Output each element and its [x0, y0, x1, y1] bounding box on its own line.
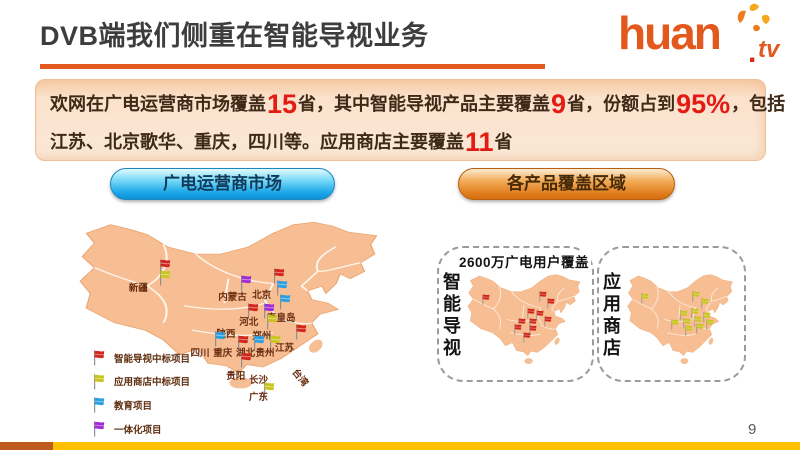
- banner-text: 江苏、北京歌华、重庆，四川等。应用商店主要覆盖: [50, 132, 464, 152]
- map-region-label: 北京: [252, 289, 272, 301]
- smart-guide-coverage-box: 2600万广电用户覆盖 智能导视: [437, 246, 594, 382]
- red-flag-icon: [481, 294, 490, 305]
- yellow-flag-icon: [705, 319, 714, 330]
- app-store-mini-map: [624, 268, 739, 367]
- map-region-label: 河北: [239, 317, 259, 329]
- map-region-label: 长沙: [248, 375, 269, 387]
- map-region-label: 四川: [190, 347, 210, 359]
- yellow-flag-icon: [670, 319, 679, 330]
- map-marker-layer: 新疆内蒙古北京秦皇岛河北陕西郑州江苏四川重庆湖北贵州贵阳长沙广东台湾: [70, 210, 395, 442]
- map-region-label: 秦皇岛: [266, 312, 296, 324]
- banner-text: 省，其中智能导视产品主要覆盖: [298, 94, 551, 114]
- map-region-label: 江苏: [274, 342, 295, 354]
- highlight-number: 9: [551, 89, 567, 119]
- legend-label: 一体化项目: [114, 424, 162, 436]
- highlight-number: 11: [465, 127, 494, 157]
- banner-line-1: 欢网在广电运营商市场覆盖15省，其中智能导视产品主要覆盖9省，份额占到95%，包…: [50, 89, 785, 119]
- summary-banner: 欢网在广电运营商市场覆盖15省，其中智能导视产品主要覆盖9省，份额占到95%，包…: [35, 79, 785, 161]
- red-flag-icon: [92, 350, 105, 366]
- yellow-flag-icon: [700, 298, 709, 309]
- banner-text: 省: [494, 132, 513, 152]
- coverage-caption: 2600万广电用户覆盖: [457, 251, 592, 271]
- legend-label: 智能导视中标项目: [114, 353, 191, 365]
- banner-text: 省，份额占到: [567, 94, 676, 114]
- smart-guide-label: 智能导视: [441, 272, 461, 360]
- mini-map-flags: [624, 268, 739, 367]
- operator-market-map: 新疆内蒙古北京秦皇岛河北陕西郑州江苏四川重庆湖北贵州贵阳长沙广东台湾 智能导视中…: [70, 210, 395, 442]
- red-flag-icon: [543, 316, 552, 327]
- smart-guide-mini-map: [464, 268, 587, 367]
- footer-bar-left: [0, 442, 53, 450]
- legend-item: 教育项目: [92, 397, 190, 413]
- app-store-label: 应用商店: [601, 272, 621, 360]
- logo-tv-suffix: tv: [758, 36, 780, 63]
- map-region-label: 贵阳: [226, 370, 246, 382]
- map-region-label: 陕西: [216, 329, 236, 340]
- map-region-label: 贵州: [255, 347, 275, 359]
- yellow-flag-icon: [640, 293, 649, 304]
- yellow-flag-icon: [92, 374, 105, 390]
- banner-line-2: 江苏、北京歌华、重庆，四川等。应用商店主要覆盖11省: [50, 127, 757, 157]
- legend-label: 应用商店中标项目: [114, 377, 191, 389]
- map-region-label: 新疆: [128, 282, 148, 294]
- yellow-flag-icon: [695, 323, 704, 334]
- blue-flag-icon: [278, 294, 291, 310]
- map-region-label: 内蒙古: [218, 291, 247, 303]
- product-coverage-pill: 各产品覆盖区域: [458, 168, 675, 200]
- mini-map-flags: [464, 268, 587, 367]
- map-legend: 智能导视中标项目 应用商店中标项目 教育项目一体化项目: [92, 350, 190, 436]
- purple-flag-icon: [92, 421, 105, 437]
- operator-market-pill: 广电运营商市场: [110, 168, 335, 200]
- page-title: DVB端我们侧重在智能导视业务: [40, 21, 429, 51]
- map-region-label: 重庆: [213, 347, 233, 359]
- huan-logo: huan . tv: [612, 2, 797, 69]
- map-region-label: 广东: [248, 391, 269, 403]
- red-flag-icon: [522, 332, 531, 343]
- sparkle-icon: [737, 3, 770, 32]
- banner-text: ，包括: [731, 94, 786, 114]
- red-flag-icon: [546, 298, 555, 309]
- footer-bar-right: [53, 442, 800, 450]
- yellow-flag-icon: [684, 325, 693, 336]
- logo-dot: .: [748, 36, 757, 69]
- map-region-label: 台湾: [289, 367, 310, 389]
- logo-wordmark: huan: [618, 7, 722, 59]
- banner-text: 欢网在广电运营商市场覆盖: [50, 94, 266, 114]
- app-store-coverage-box: 应用商店: [597, 246, 746, 382]
- highlight-number: 15: [267, 89, 298, 119]
- yellow-flag-icon: [158, 270, 171, 286]
- highlight-number: 95%: [676, 89, 731, 119]
- red-flag-icon: [294, 324, 307, 340]
- yellow-flag-icon: [691, 291, 700, 302]
- page-number: 9: [748, 421, 757, 438]
- legend-item: 智能导视中标项目: [92, 350, 190, 366]
- red-flag-icon: [239, 352, 252, 368]
- legend-item: 一体化项目: [92, 421, 190, 437]
- title-underline: [40, 64, 545, 69]
- legend-item: 应用商店中标项目: [92, 374, 190, 390]
- legend-label: 教育项目: [114, 400, 153, 412]
- blue-flag-icon: [92, 397, 105, 413]
